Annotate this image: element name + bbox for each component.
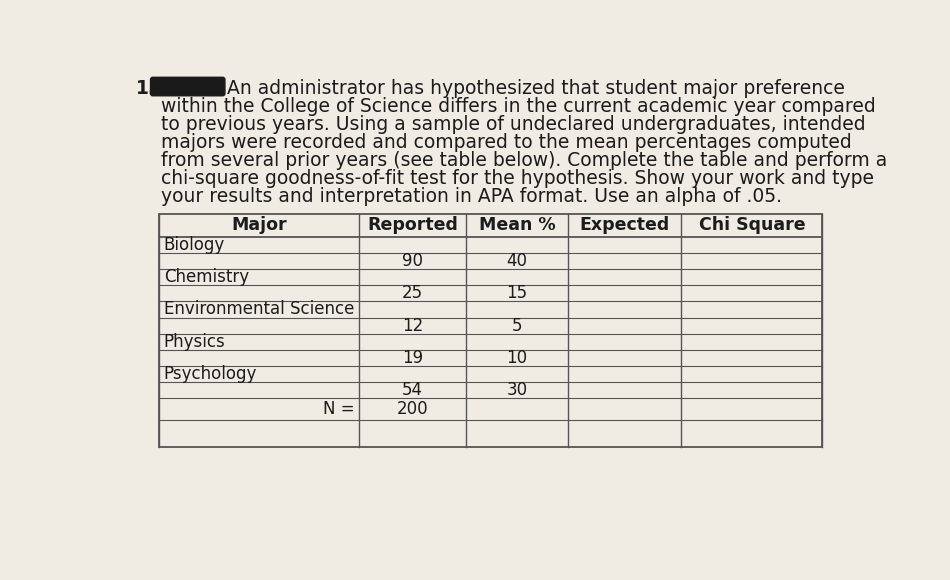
Text: 19: 19 <box>402 349 423 367</box>
Text: Mean %: Mean % <box>479 216 556 234</box>
Text: Expected: Expected <box>580 216 670 234</box>
Text: 25: 25 <box>402 284 423 302</box>
Text: 10: 10 <box>506 349 527 367</box>
Text: 5: 5 <box>512 317 523 335</box>
Text: 90: 90 <box>402 252 423 270</box>
Text: Major: Major <box>231 216 287 234</box>
Text: your results and interpretation in APA format. Use an alpha of .05.: your results and interpretation in APA f… <box>162 187 783 206</box>
Text: within the College of Science differs in the current academic year compared: within the College of Science differs in… <box>162 97 876 116</box>
Text: majors were recorded and compared to the mean percentages computed: majors were recorded and compared to the… <box>162 133 852 152</box>
Text: from several prior years (see table below). Complete the table and perform a: from several prior years (see table belo… <box>162 151 887 170</box>
Text: 1.: 1. <box>136 79 156 98</box>
Text: 200: 200 <box>397 400 428 418</box>
Text: N =: N = <box>323 400 354 418</box>
Text: Reported: Reported <box>367 216 458 234</box>
Text: Environmental Science: Environmental Science <box>163 300 354 318</box>
Text: Chi Square: Chi Square <box>698 216 806 234</box>
Text: 40: 40 <box>506 252 527 270</box>
Text: An administrator has hypothesized that student major preference: An administrator has hypothesized that s… <box>227 79 846 98</box>
Text: 30: 30 <box>506 381 527 399</box>
Text: Psychology: Psychology <box>163 365 257 383</box>
Text: Biology: Biology <box>163 236 225 254</box>
FancyBboxPatch shape <box>150 77 225 96</box>
Text: 12: 12 <box>402 317 423 335</box>
Text: to previous years. Using a sample of undeclared undergraduates, intended: to previous years. Using a sample of und… <box>162 115 866 134</box>
Text: Physics: Physics <box>163 333 225 351</box>
Bar <box>159 213 823 447</box>
Text: 54: 54 <box>402 381 423 399</box>
Text: 15: 15 <box>506 284 527 302</box>
Text: Chemistry: Chemistry <box>163 268 249 286</box>
Text: chi-square goodness-of-fit test for the hypothesis. Show your work and type: chi-square goodness-of-fit test for the … <box>162 169 874 188</box>
